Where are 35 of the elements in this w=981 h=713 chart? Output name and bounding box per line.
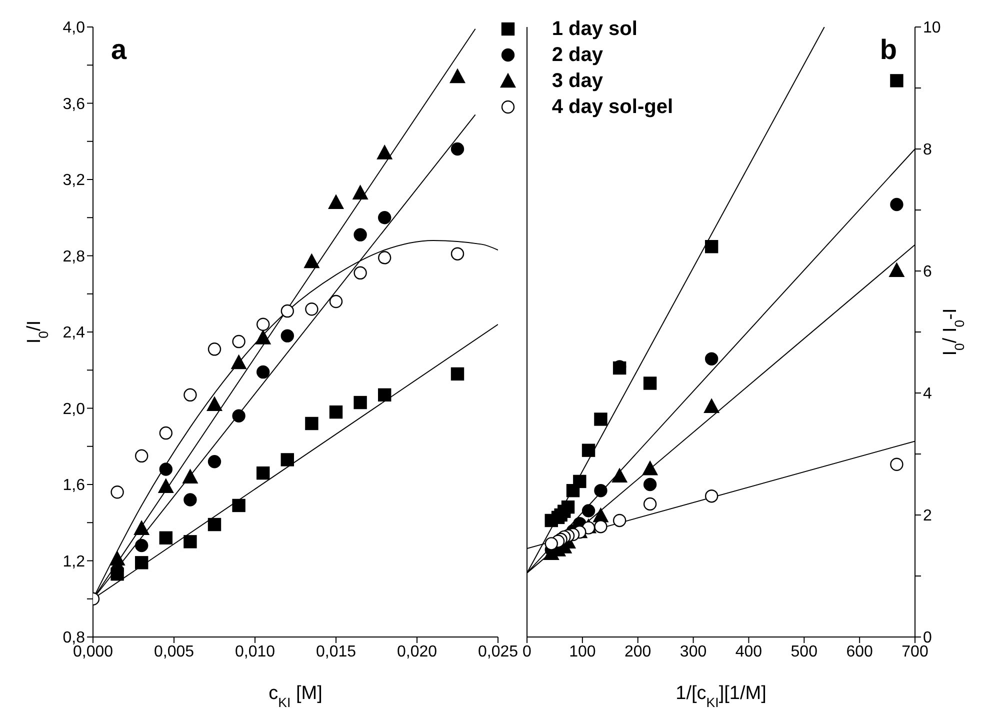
y2-tick-label: 10	[923, 20, 941, 37]
x-tick-label: 0,000	[72, 643, 114, 660]
annotation: b	[880, 34, 897, 65]
x-tick-label: 200	[624, 643, 652, 660]
y-tick-label: 3,2	[62, 172, 86, 190]
y-tick-label: 3,6	[62, 96, 86, 113]
x-tick-label: 0,010	[234, 643, 276, 660]
y-tick-label: 2,0	[62, 400, 86, 418]
x-tick-label: 100	[569, 643, 596, 660]
x-tick-label: 400	[735, 643, 762, 660]
legend-label: 1 day sol	[552, 18, 638, 40]
x-axis-title: 1/[c$_{KI}$][1/M]	[676, 683, 766, 710]
y2-tick-label: 6	[923, 264, 932, 281]
legend-label: 4 day sol-gel	[552, 96, 673, 118]
x-tick-label: 0,025	[478, 643, 518, 660]
annotation: a	[111, 34, 127, 65]
x-tick-label: 500	[790, 643, 818, 660]
legend-label: 2 day	[552, 44, 603, 66]
x-axis-title: c$_{KI}$ [M]	[268, 683, 322, 710]
x-tick-label: 300	[680, 643, 707, 660]
x-tick-label: 0,015	[316, 643, 356, 660]
x-tick-label: 600	[846, 643, 874, 660]
y-tick-label: 2,4	[62, 324, 86, 342]
x-tick-label: 0,005	[154, 643, 194, 660]
legend-label: 3 day	[552, 70, 603, 92]
y-tick-label: 2,8	[62, 248, 86, 266]
x-tick-label: 0	[522, 643, 532, 660]
y2-tick-label: 4	[923, 386, 932, 403]
x-tick-label: 700	[902, 643, 928, 660]
y-tick-label: 1,2	[62, 553, 86, 570]
y-tick-label: 4,0	[62, 20, 86, 37]
y-tick-label: 1,6	[62, 477, 86, 494]
x-tick-label: 0,020	[396, 643, 438, 660]
y2-tick-label: 2	[923, 508, 932, 525]
y2-tick-label: 8	[923, 142, 932, 159]
